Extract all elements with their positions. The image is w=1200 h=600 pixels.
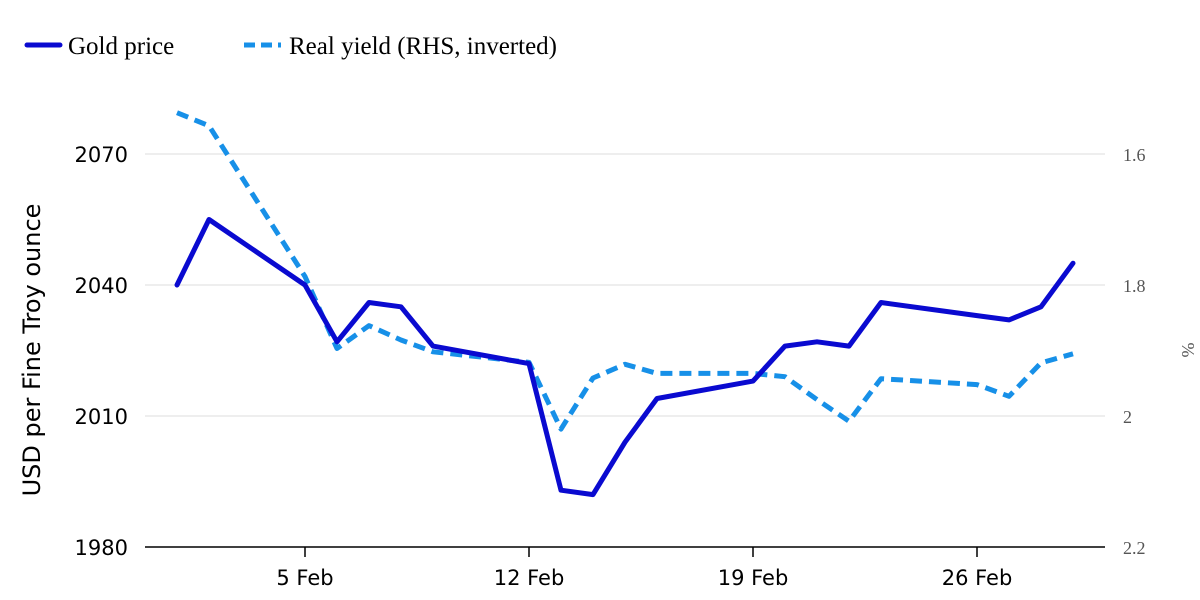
y-tick-label: 1980 [75,536,128,560]
y2-tick-label: 2.2 [1123,538,1146,558]
y-tick-label: 2040 [75,274,128,298]
x-tick-label: 26 Feb [942,566,1013,590]
y-axis-title: USD per Fine Troy ounce [18,204,46,497]
legend: Gold price Real yield (RHS, inverted) [24,33,557,60]
series [174,110,1076,498]
x-axis-ticks: 5 Feb 12 Feb 19 Feb 26 Feb [276,547,1012,590]
y-tick-label: 2070 [75,143,128,167]
y2-axis-ticks: 1.6 1.8 2 2.2 [1123,145,1146,558]
series-line-real-yield[interactable] [176,110,1074,432]
y-tick-label: 2010 [75,405,128,429]
gridlines [145,153,1105,417]
y2-tick-label: 1.8 [1123,276,1146,296]
y2-axis-title: % [1178,343,1198,358]
legend-label-gold: Gold price [68,33,174,60]
y2-tick-label: 1.6 [1123,145,1146,165]
x-tick-label: 5 Feb [276,566,333,590]
y2-tick-label: 2 [1123,407,1132,427]
series-line-gold[interactable] [174,217,1076,498]
legend-item-real-yield[interactable]: Real yield (RHS, inverted) [244,33,557,60]
legend-label-real-yield: Real yield (RHS, inverted) [289,33,557,60]
x-tick-label: 12 Feb [494,566,565,590]
y-axis-ticks: 2070 2040 2010 1980 [75,143,128,560]
legend-item-gold[interactable]: Gold price [24,33,174,60]
x-tick-label: 19 Feb [718,566,789,590]
